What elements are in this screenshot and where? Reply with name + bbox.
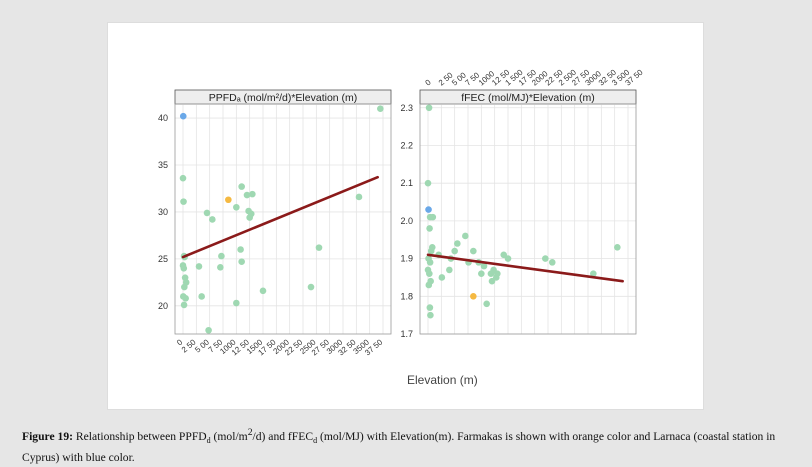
caption-text-3: /d) and fFEC bbox=[252, 429, 314, 443]
y-tick-label: 1.8 bbox=[400, 291, 413, 301]
data-point bbox=[426, 259, 434, 266]
data-point bbox=[247, 210, 255, 218]
data-point bbox=[480, 262, 488, 270]
data-point-larnaca bbox=[179, 112, 187, 120]
y-tick-label: 35 bbox=[158, 160, 168, 170]
data-point-farmakas bbox=[225, 196, 232, 204]
y-tick-label: 2.1 bbox=[400, 178, 413, 188]
data-point bbox=[590, 270, 597, 277]
data-point bbox=[377, 105, 384, 112]
y-tick-label: 2.0 bbox=[400, 216, 413, 226]
data-point bbox=[426, 270, 433, 277]
y-tick-label: 25 bbox=[158, 254, 168, 264]
chart-svg: PPFDₐ (mol/m²/d)*Elevation (m) 20 25 30 35 40… bbox=[107, 22, 704, 410]
y-tick-label: 2.3 bbox=[400, 103, 413, 113]
data-point bbox=[429, 213, 437, 221]
data-point bbox=[542, 255, 549, 262]
data-point bbox=[209, 216, 216, 223]
data-point bbox=[180, 264, 188, 272]
caption-label: Figure 19: bbox=[22, 429, 73, 443]
x-tick-label: 0 bbox=[424, 77, 434, 87]
data-point bbox=[425, 104, 433, 112]
data-point bbox=[424, 179, 432, 187]
data-point bbox=[426, 304, 434, 311]
data-point bbox=[425, 281, 433, 289]
x-axis-label: Elevation (m) bbox=[407, 373, 478, 387]
data-point bbox=[504, 255, 512, 262]
caption-sub-1: d bbox=[206, 436, 211, 446]
data-point bbox=[233, 299, 240, 307]
data-point bbox=[180, 198, 187, 205]
data-point bbox=[179, 174, 187, 182]
x-tick-label: 0 bbox=[175, 337, 185, 347]
caption-sup-2: 2 bbox=[247, 427, 253, 438]
figure-caption: Figure 19: Relationship between PPFDd (m… bbox=[22, 424, 792, 466]
data-point bbox=[355, 193, 363, 201]
data-point bbox=[249, 190, 256, 198]
data-point bbox=[195, 263, 203, 270]
data-point-farmakas bbox=[470, 292, 477, 300]
data-point bbox=[470, 247, 477, 255]
data-point bbox=[238, 258, 245, 266]
data-point bbox=[243, 191, 251, 199]
data-point bbox=[307, 283, 315, 291]
y-tick-label: 1.7 bbox=[400, 329, 413, 339]
data-point bbox=[446, 266, 453, 274]
caption-text-2: (mol/m bbox=[213, 429, 248, 443]
plot-card: PPFDₐ (mol/m²/d)*Elevation (m) 20 25 30 35 40… bbox=[107, 22, 704, 410]
caption-sub-3: d bbox=[313, 436, 318, 446]
data-point bbox=[488, 277, 496, 285]
data-point bbox=[205, 326, 212, 334]
data-point bbox=[198, 293, 205, 300]
data-point bbox=[218, 252, 225, 260]
y-tick-label: 30 bbox=[158, 207, 168, 217]
data-point bbox=[181, 283, 188, 291]
data-point bbox=[427, 247, 435, 255]
data-point bbox=[614, 243, 621, 251]
trend-line bbox=[181, 175, 379, 259]
data-point bbox=[478, 270, 485, 277]
data-point bbox=[462, 232, 469, 240]
data-point bbox=[217, 264, 224, 271]
panel-title: PPFDₐ (mol/m²/d)*Elevation (m) bbox=[209, 92, 358, 104]
data-point bbox=[451, 247, 458, 255]
data-point bbox=[315, 244, 323, 251]
data-point bbox=[500, 251, 508, 259]
data-point bbox=[180, 301, 188, 309]
y-tick-label: 2.2 bbox=[400, 140, 413, 150]
panel-border bbox=[419, 103, 637, 335]
caption-text-4: (mol/MJ) with Elevation(m). Farmakas is … bbox=[22, 429, 776, 465]
panel-2: fFEC (mol/MJ)*Elevation (m) 1.7 1.8 1.9 2.0 2… bbox=[400, 67, 645, 339]
data-point bbox=[548, 259, 556, 266]
trend-line bbox=[426, 253, 624, 283]
data-point bbox=[426, 225, 433, 232]
data-point bbox=[237, 246, 244, 253]
y-tick-label: 1.9 bbox=[400, 254, 413, 264]
data-point bbox=[454, 240, 461, 247]
data-point bbox=[494, 270, 501, 277]
data-point bbox=[483, 300, 490, 308]
data-point bbox=[233, 203, 240, 211]
data-point bbox=[182, 295, 189, 302]
y-tick-label: 20 bbox=[158, 301, 168, 311]
caption-text-1: Relationship between PPFD bbox=[75, 429, 207, 443]
data-point bbox=[238, 183, 245, 190]
data-point bbox=[259, 287, 267, 295]
panel-border bbox=[174, 103, 392, 335]
data-point-larnaca bbox=[425, 206, 432, 213]
panel-title: fFEC (mol/MJ)*Elevation (m) bbox=[461, 92, 595, 104]
y-tick-label: 40 bbox=[158, 113, 168, 123]
data-point bbox=[438, 274, 446, 281]
data-point bbox=[427, 311, 434, 319]
data-point bbox=[203, 209, 211, 217]
